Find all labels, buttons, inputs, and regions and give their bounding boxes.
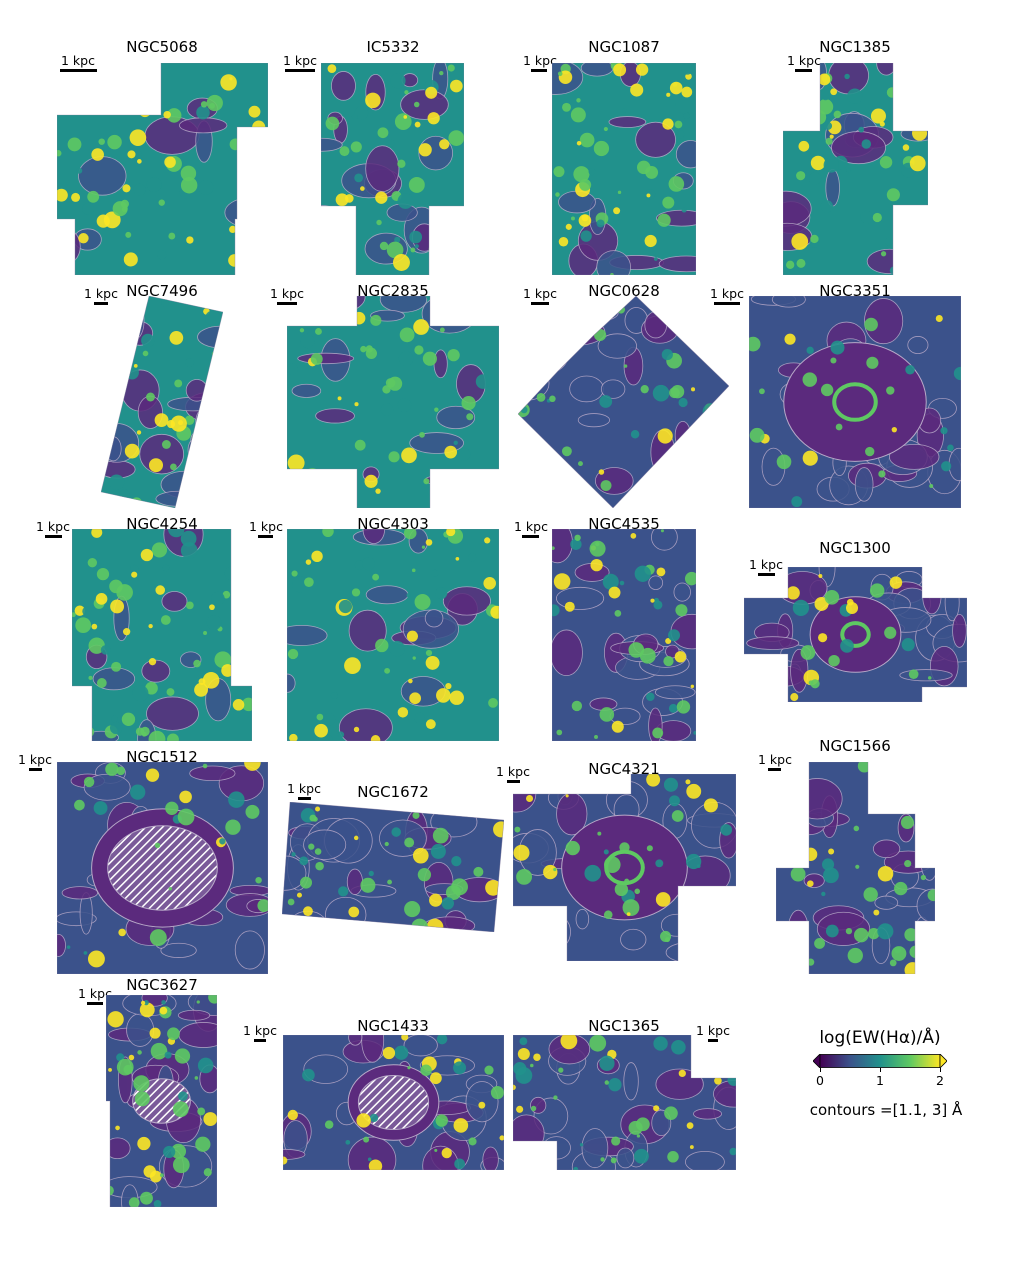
- scale-line: [60, 69, 97, 72]
- ew-map: [287, 296, 499, 508]
- ew-map: [283, 1035, 504, 1170]
- ew-map: [287, 529, 499, 741]
- scale-line: [94, 302, 108, 305]
- scale-label: 1 kpc: [496, 764, 530, 779]
- galaxy-title: NGC0628: [588, 282, 660, 300]
- ew-map: [106, 995, 217, 1207]
- scale-line: [507, 780, 520, 783]
- scale-line: [714, 302, 740, 305]
- galaxy-title: NGC4303: [357, 515, 429, 533]
- scale-label: 1 kpc: [61, 53, 95, 68]
- colorbar-tick-label: 0: [816, 1073, 824, 1088]
- ew-map: [513, 774, 736, 961]
- galaxy-title: NGC5068: [126, 38, 198, 56]
- colorbar-extend-high: [939, 1054, 947, 1068]
- ew-map: [282, 802, 504, 932]
- galaxy-title: NGC1672: [357, 783, 429, 801]
- scale-label: 1 kpc: [287, 781, 321, 796]
- scale-label: 1 kpc: [787, 53, 821, 68]
- scale-line: [522, 535, 539, 538]
- galaxy-title: NGC3627: [126, 976, 198, 994]
- colorbar-tick-label: 1: [876, 1073, 884, 1088]
- scale-label: 1 kpc: [18, 752, 52, 767]
- colorbar-gradient: [819, 1054, 941, 1068]
- colorbar-label: log(EW(Hα)/Å): [819, 1028, 941, 1048]
- ew-map: [776, 762, 935, 974]
- contours-note: contours =[1.1, 3] Å: [809, 1101, 963, 1119]
- colorbar-tick: [820, 1068, 821, 1072]
- scale-line: [768, 768, 781, 771]
- galaxy-title: NGC1433: [357, 1017, 429, 1035]
- scale-line: [298, 797, 311, 800]
- ew-map: [72, 529, 252, 741]
- ew-map: [57, 63, 268, 275]
- colorbar-tick-label: 2: [936, 1073, 944, 1088]
- ew-map: [783, 63, 928, 275]
- ew-map: [749, 296, 961, 508]
- scale-label: 1 kpc: [249, 519, 283, 534]
- scale-line: [254, 1039, 266, 1042]
- galaxy-title: NGC7496: [126, 282, 198, 300]
- scale-label: 1 kpc: [523, 286, 557, 301]
- scale-line: [531, 69, 547, 72]
- scale-line: [285, 69, 315, 72]
- colorbar-extend-low: [813, 1054, 821, 1068]
- scale-line: [87, 1002, 103, 1005]
- ew-map: [518, 296, 729, 508]
- galaxy-title: NGC1566: [819, 737, 891, 755]
- galaxy-title: NGC1512: [126, 748, 198, 766]
- scale-label: 1 kpc: [710, 286, 744, 301]
- scale-label: 1 kpc: [283, 53, 317, 68]
- scale-line: [795, 69, 812, 72]
- scale-label: 1 kpc: [84, 286, 118, 301]
- ew-map: [57, 762, 268, 974]
- scale-line: [758, 573, 775, 576]
- colorbar-tick: [880, 1068, 881, 1072]
- scale-label: 1 kpc: [514, 519, 548, 534]
- scale-label: 1 kpc: [243, 1023, 277, 1038]
- scale-label: 1 kpc: [36, 519, 70, 534]
- ew-map: [552, 529, 696, 741]
- ew-map: [552, 63, 696, 275]
- galaxy-title: NGC4321: [588, 760, 660, 778]
- galaxy-title: NGC2835: [357, 282, 429, 300]
- scale-label: 1 kpc: [270, 286, 304, 301]
- galaxy-title: NGC1385: [819, 38, 891, 56]
- galaxy-title: NGC3351: [819, 282, 891, 300]
- ew-map: [513, 1035, 736, 1170]
- scale-line: [45, 535, 62, 538]
- galaxy-title: NGC1365: [588, 1017, 660, 1035]
- colorbar-tick: [940, 1068, 941, 1072]
- ew-map: [321, 63, 464, 275]
- scale-label: 1 kpc: [758, 752, 792, 767]
- scale-label: 1 kpc: [523, 53, 557, 68]
- galaxy-title: IC5332: [366, 38, 420, 56]
- colorbar: [813, 1054, 947, 1068]
- galaxy-title: NGC1300: [819, 539, 891, 557]
- galaxy-title: NGC1087: [588, 38, 660, 56]
- scale-line: [708, 1039, 718, 1042]
- scale-label: 1 kpc: [696, 1023, 730, 1038]
- scale-line: [29, 768, 42, 771]
- galaxy-title: NGC4254: [126, 515, 198, 533]
- scale-label: 1 kpc: [749, 557, 783, 572]
- scale-line: [258, 535, 273, 538]
- scale-label: 1 kpc: [78, 986, 112, 1001]
- galaxy-title: NGC4535: [588, 515, 660, 533]
- ew-map: [744, 567, 967, 702]
- scale-line: [277, 302, 297, 305]
- scale-line: [531, 302, 549, 305]
- ew-map: [101, 296, 223, 508]
